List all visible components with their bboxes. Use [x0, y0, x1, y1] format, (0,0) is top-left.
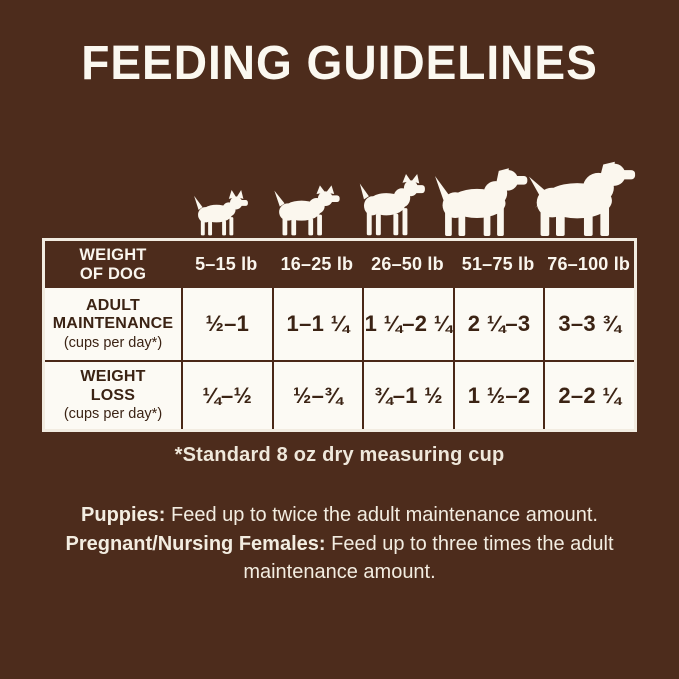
- cell-adult-16-25: 1–1 ¼: [271, 288, 363, 360]
- dog-cell-1: [178, 146, 264, 236]
- page-title: FEEDING GUIDELINES: [81, 37, 598, 90]
- header-col-26-50: 26–50 lb: [371, 254, 444, 274]
- feeding-table: WEIGHT OF DOG 5–15 lb 16–25 lb 26–50 lb …: [42, 238, 637, 432]
- newfoundland-silhouette-icon: [529, 161, 636, 236]
- table-row-weight-loss: WEIGHT LOSS (cups per day*) ¼–½ ½–¾ ¾–1 …: [45, 360, 634, 429]
- row-label-weight-loss: WEIGHT LOSS (cups per day*): [45, 360, 181, 429]
- cell-loss-16-25: ½–¾: [271, 360, 363, 429]
- boxer-silhouette-icon: [359, 174, 426, 236]
- rottweiler-silhouette-icon: [435, 168, 528, 236]
- dog-cell-4: [435, 146, 529, 236]
- note-puppies-lead: Puppies:: [81, 504, 166, 526]
- row-sublabel: (cups per day*): [63, 334, 163, 351]
- terrier-silhouette-icon: [273, 185, 340, 236]
- note-puppies: Puppies: Feed up to twice the adult main…: [59, 501, 620, 587]
- chihuahua-silhouette-icon: [193, 190, 248, 236]
- cell-loss-76-100: 2–2 ¼: [543, 360, 634, 429]
- row-label-adult-maintenance: ADULT MAINTENANCE (cups per day*): [52, 296, 174, 351]
- measuring-cup-footnote: *Standard 8 oz dry measuring cup: [174, 444, 505, 466]
- cell-adult-76-100: 3–3 ¾: [543, 288, 634, 360]
- header-weight-of-dog: WEIGHT OF DOG: [79, 246, 147, 283]
- note-puppies-text: Feed up to twice the adult maintenance a…: [171, 504, 598, 526]
- cell-loss-5-15: ¼–½: [181, 360, 272, 429]
- note-pregnant-lead: Pregnant/Nursing Females:: [65, 532, 326, 555]
- cell-adult-26-50: 1 ¼–2 ¼: [362, 288, 453, 360]
- row-sublabel: (cups per day*): [63, 406, 163, 423]
- table-header-row: WEIGHT OF DOG 5–15 lb 16–25 lb 26–50 lb …: [45, 241, 634, 288]
- dog-size-row: [178, 146, 637, 236]
- cell-adult-5-15: ½–1: [181, 288, 272, 360]
- table-row-adult-maintenance: ADULT MAINTENANCE (cups per day*) ½–1 1–…: [45, 288, 634, 360]
- cell-loss-51-75: 1 ½–2: [452, 360, 544, 429]
- header-col-76-100: 76–100 lb: [547, 254, 631, 274]
- header-col-5-15: 5–15 lb: [195, 254, 258, 274]
- cell-adult-51-75: 2 ¼–3: [452, 288, 544, 360]
- dog-cell-5: [529, 146, 637, 236]
- note-pregnant-text: Feed up to three times the adult mainten…: [243, 532, 614, 584]
- dog-cell-3: [349, 146, 435, 236]
- cell-loss-26-50: ¾–1 ½: [362, 360, 453, 429]
- feeding-notes: Puppies: Feed up to twice the adult main…: [59, 501, 620, 587]
- dog-cell-2: [264, 146, 350, 236]
- header-col-51-75: 51–75 lb: [461, 254, 535, 274]
- header-col-16-25: 16–25 lb: [280, 254, 354, 274]
